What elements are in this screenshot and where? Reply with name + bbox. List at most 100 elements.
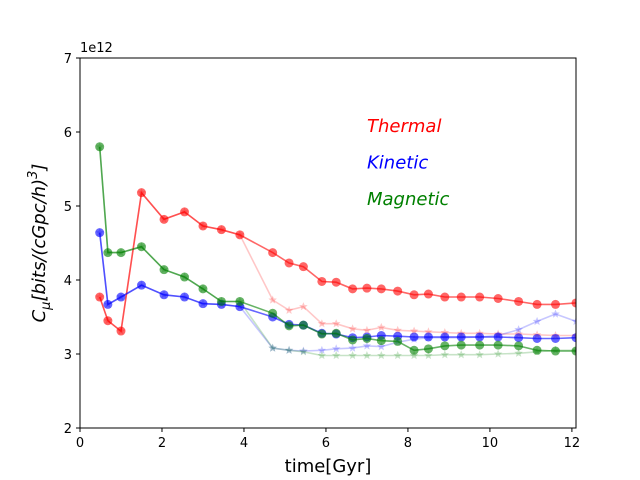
data-point bbox=[284, 305, 294, 314]
series-line bbox=[98, 190, 576, 333]
data-point bbox=[493, 349, 503, 358]
x-tick-label: 4 bbox=[240, 436, 248, 451]
data-point bbox=[103, 248, 113, 258]
data-point bbox=[136, 188, 146, 198]
data-point bbox=[571, 298, 576, 308]
data-point bbox=[362, 351, 372, 360]
data-point bbox=[551, 346, 561, 356]
data-point bbox=[299, 302, 308, 311]
data-point bbox=[440, 332, 450, 342]
data-point bbox=[475, 292, 485, 302]
x-axis-label: time[Gyr] bbox=[285, 456, 372, 477]
data-point bbox=[116, 248, 126, 258]
data-point bbox=[299, 346, 308, 355]
data-point bbox=[456, 292, 466, 302]
data-point bbox=[348, 351, 357, 360]
data-point bbox=[532, 316, 542, 326]
x-tick-label: 10 bbox=[482, 436, 499, 451]
data-point bbox=[317, 319, 327, 328]
data-point bbox=[284, 345, 294, 354]
data-point bbox=[268, 308, 278, 318]
data-point bbox=[532, 299, 542, 309]
x-tick-label: 6 bbox=[322, 436, 330, 451]
data-point bbox=[409, 290, 419, 300]
x-tick-label: 0 bbox=[76, 436, 84, 451]
series-magnetic bbox=[95, 142, 576, 356]
data-point bbox=[103, 299, 113, 309]
y-axis-label-body: [bits/(cGpc/h) bbox=[29, 179, 50, 302]
x-tick-label: 12 bbox=[564, 436, 581, 451]
series-thermal bbox=[95, 188, 576, 336]
y-axis-label-prefix: C bbox=[29, 309, 50, 322]
data-point bbox=[136, 242, 146, 252]
data-point bbox=[514, 341, 524, 351]
data-point bbox=[571, 346, 576, 356]
data-point bbox=[409, 332, 419, 342]
data-point bbox=[440, 341, 450, 351]
data-point bbox=[95, 142, 105, 152]
data-point bbox=[95, 292, 105, 302]
data-point bbox=[103, 316, 113, 326]
plot-area bbox=[95, 142, 576, 360]
y-tick-label: 7 bbox=[64, 52, 72, 67]
data-point bbox=[348, 324, 357, 333]
y-tick-label: 4 bbox=[64, 274, 72, 289]
data-point bbox=[514, 296, 524, 306]
data-point bbox=[514, 348, 523, 357]
data-point bbox=[377, 342, 386, 351]
data-point bbox=[299, 347, 308, 356]
data-point bbox=[424, 351, 433, 360]
y-tick-label: 5 bbox=[64, 200, 72, 215]
x-tick-label: 8 bbox=[404, 436, 412, 451]
data-point bbox=[180, 207, 190, 217]
data-point bbox=[393, 325, 402, 334]
data-point bbox=[440, 350, 450, 359]
data-point bbox=[440, 292, 450, 302]
data-point bbox=[268, 343, 277, 352]
series-thermal-alt bbox=[95, 188, 576, 340]
data-point bbox=[317, 276, 327, 286]
data-point bbox=[180, 292, 190, 302]
series-line bbox=[98, 146, 576, 352]
data-point bbox=[456, 332, 466, 342]
data-point bbox=[493, 340, 503, 350]
data-point bbox=[284, 345, 294, 354]
data-point bbox=[532, 333, 542, 343]
legend: Thermal Kinetic Magnetic bbox=[367, 116, 450, 210]
data-point bbox=[423, 332, 433, 342]
data-point bbox=[116, 292, 126, 302]
data-point bbox=[298, 320, 308, 330]
data-point bbox=[551, 333, 561, 343]
data-point bbox=[393, 286, 403, 296]
data-point bbox=[493, 294, 503, 303]
y-tick-label: 6 bbox=[64, 126, 72, 141]
data-point bbox=[268, 343, 277, 352]
data-point bbox=[551, 309, 560, 318]
data-point bbox=[331, 351, 341, 360]
data-point bbox=[116, 326, 126, 336]
data-point bbox=[198, 284, 208, 294]
legend-item-thermal: Thermal bbox=[367, 116, 441, 137]
data-point bbox=[216, 296, 226, 306]
data-point bbox=[377, 351, 386, 360]
data-point bbox=[284, 321, 294, 331]
data-point bbox=[136, 280, 146, 290]
data-point bbox=[331, 328, 341, 338]
data-point bbox=[493, 332, 503, 342]
data-point bbox=[423, 344, 433, 354]
data-point bbox=[317, 329, 327, 339]
data-point bbox=[159, 265, 169, 275]
y-offset-label: 1e12 bbox=[80, 41, 113, 56]
y-axis-label-superscript: 3 bbox=[26, 171, 41, 179]
data-point bbox=[475, 332, 485, 342]
plot-frame bbox=[79, 57, 577, 429]
legend-item-magnetic: Magnetic bbox=[367, 189, 450, 210]
data-point bbox=[268, 248, 278, 258]
data-point bbox=[298, 262, 308, 272]
data-point bbox=[95, 228, 105, 238]
data-point bbox=[331, 344, 341, 353]
data-point bbox=[409, 351, 419, 360]
data-point bbox=[362, 333, 372, 343]
data-point bbox=[284, 258, 294, 268]
data-point bbox=[235, 296, 245, 306]
